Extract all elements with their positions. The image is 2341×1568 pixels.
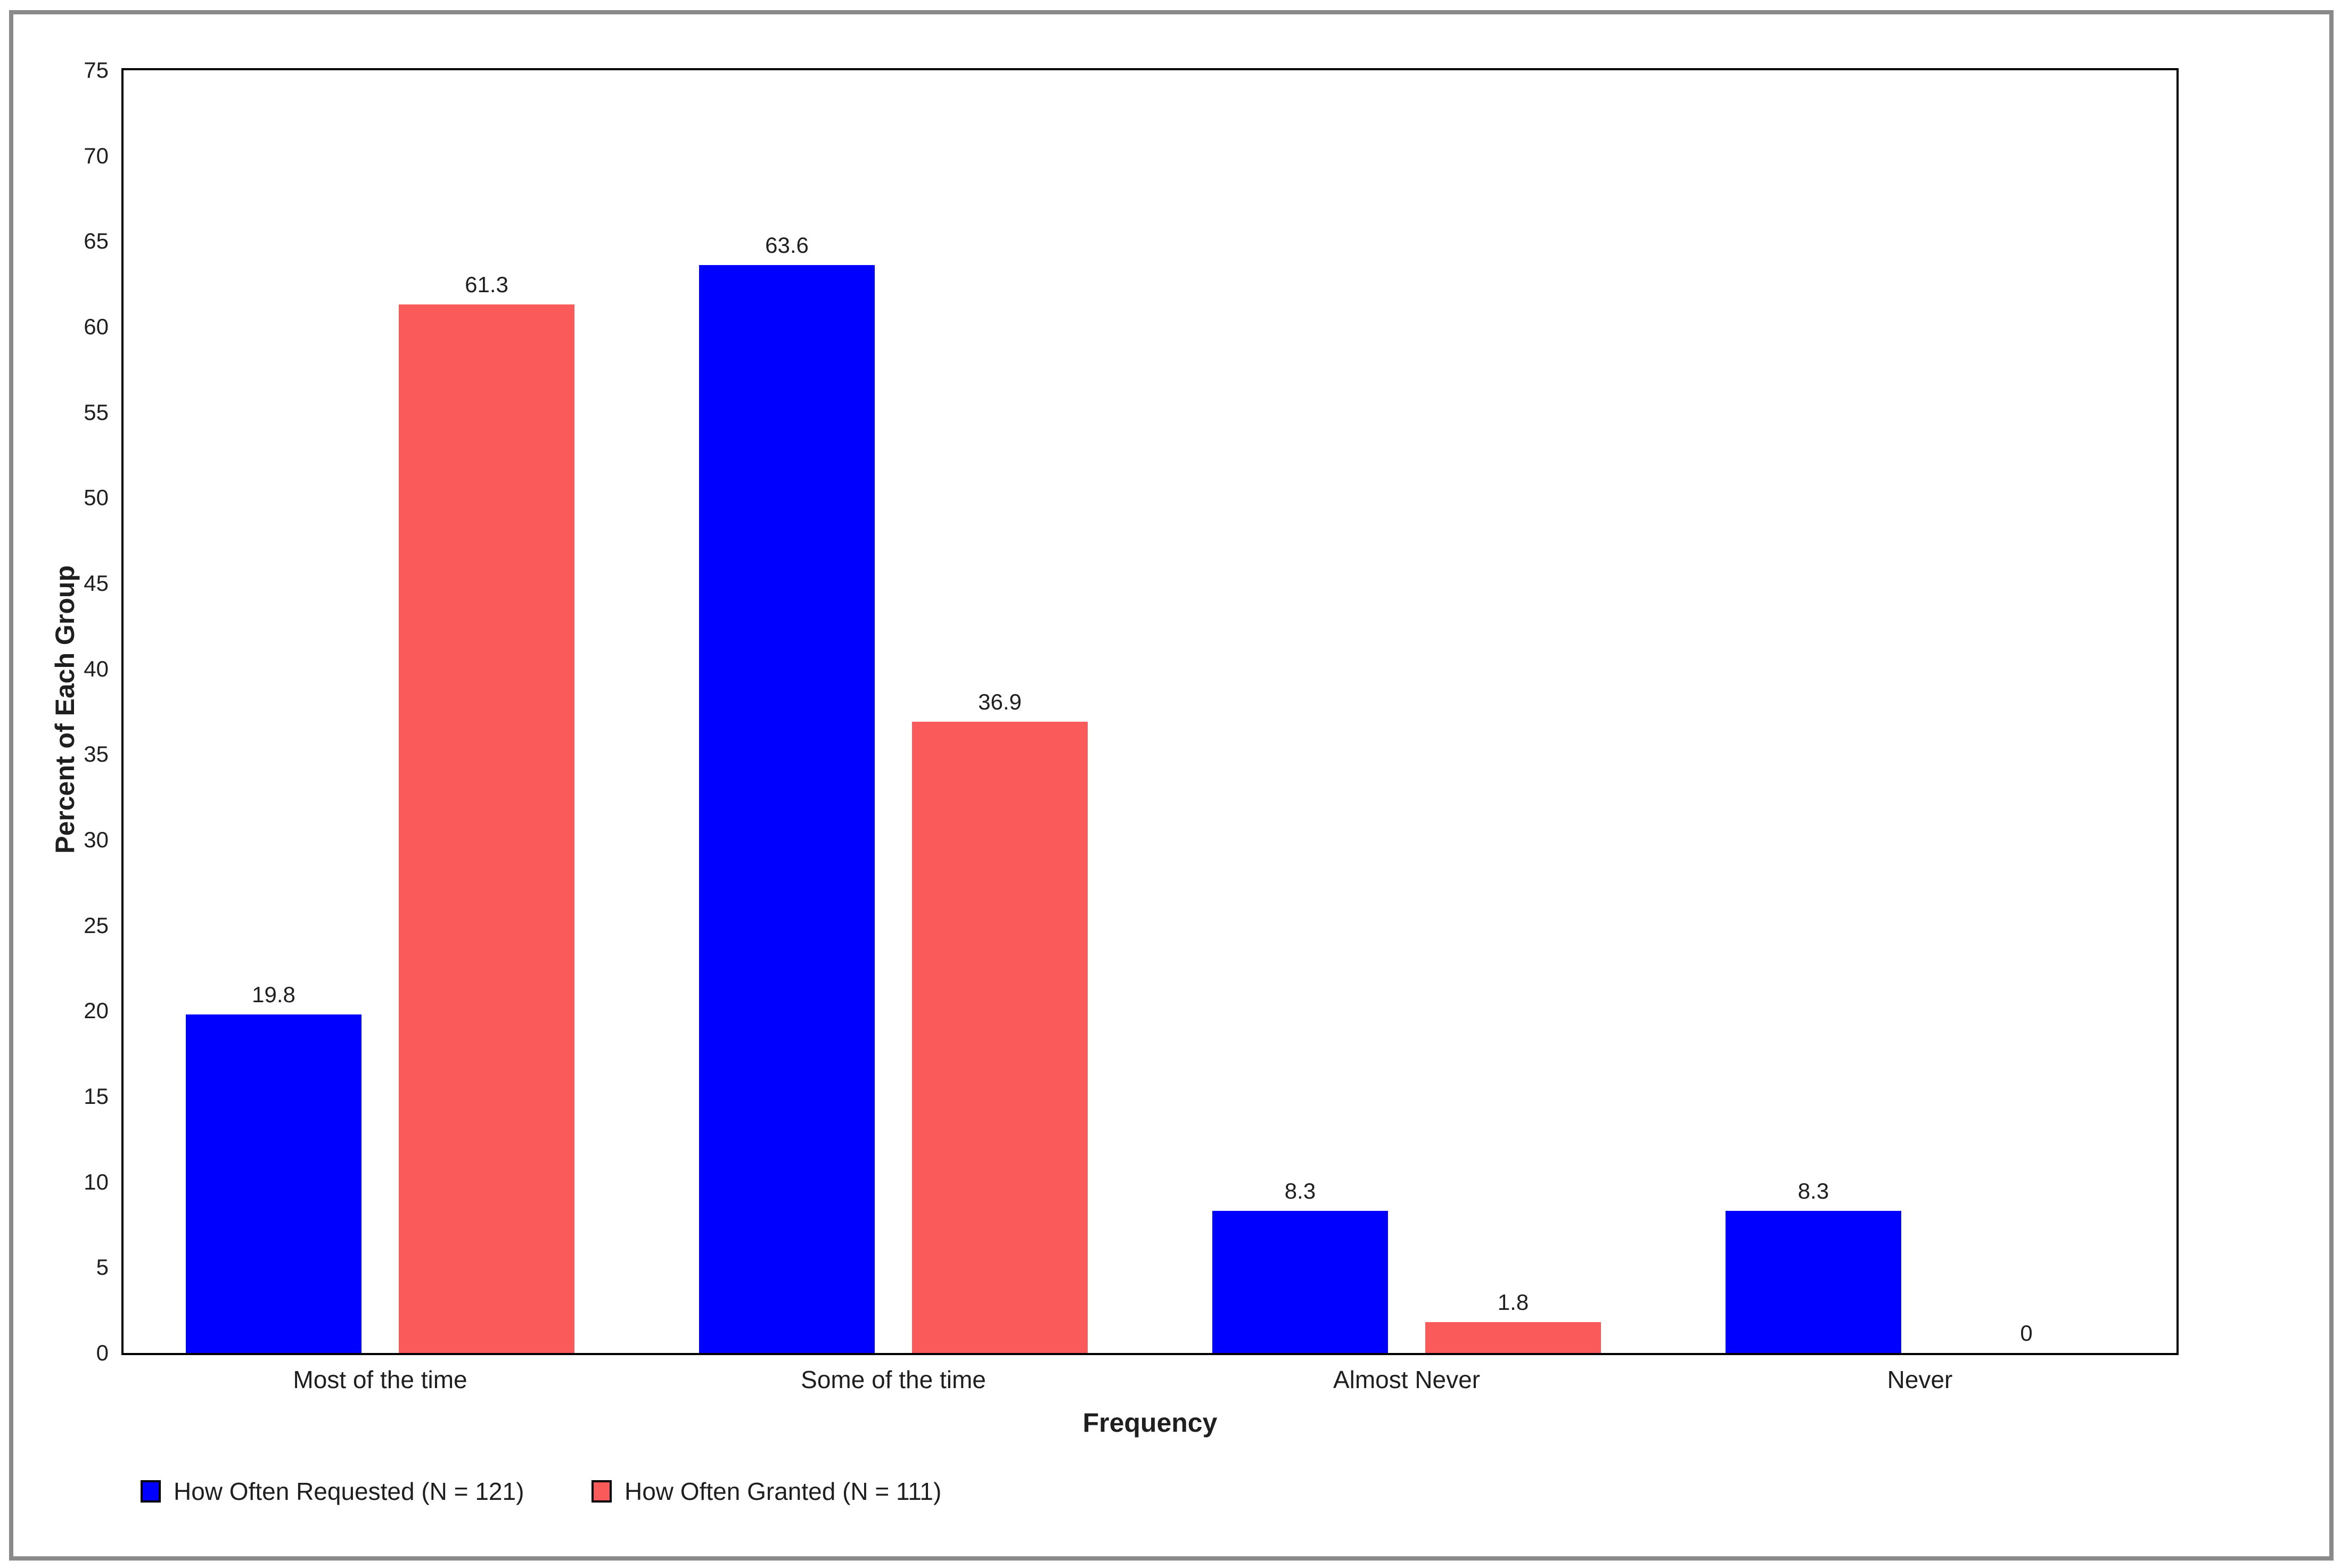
bar-value-label: 61.3 [465, 272, 508, 298]
bar-series1-group2 [699, 265, 875, 1353]
bar-value-label: 8.3 [1284, 1178, 1316, 1204]
bar-value-label: 19.8 [252, 981, 295, 1007]
y-tick-label: 15 [84, 1084, 109, 1109]
bar-series1-group4 [1726, 1211, 1901, 1353]
bar-value-label: 0 [2020, 1321, 2033, 1346]
x-axis-title: Frequency [1082, 1408, 1218, 1438]
y-tick-label: 45 [84, 571, 109, 596]
bar-series2-group2 [912, 722, 1088, 1353]
y-tick-label: 40 [84, 656, 109, 681]
y-tick-label: 50 [84, 485, 109, 510]
y-tick-label: 35 [84, 741, 109, 767]
bar-series1-group1 [186, 1014, 362, 1353]
bar-value-label: 1.8 [1497, 1290, 1529, 1315]
x-category-label: Most of the time [293, 1366, 467, 1393]
legend-label: How Often Requested (N = 121) [174, 1478, 524, 1505]
bar-value-label: 36.9 [978, 689, 1022, 715]
legend-item-series1: How Often Requested (N = 121) [141, 1478, 524, 1505]
x-category-label: Never [1887, 1366, 1953, 1393]
bar-value-label: 63.6 [765, 233, 809, 258]
x-category-label: Almost Never [1333, 1366, 1481, 1393]
legend-swatch [141, 1480, 161, 1503]
y-tick-label: 5 [96, 1255, 109, 1280]
legend-swatch [592, 1480, 612, 1503]
legend-label: How Often Granted (N = 111) [625, 1478, 942, 1505]
y-tick-label: 75 [84, 57, 109, 82]
bar-series2-group3 [1425, 1322, 1601, 1353]
y-tick-label: 30 [84, 827, 109, 852]
y-tick-label: 60 [84, 314, 109, 339]
y-tick-label: 70 [84, 143, 109, 168]
y-tick-label: 25 [84, 912, 109, 938]
legend-item-series2: How Often Granted (N = 111) [592, 1478, 941, 1505]
x-category-label: Some of the time [801, 1366, 986, 1393]
bar-series2-group1 [399, 304, 574, 1353]
bar-series1-group3 [1212, 1211, 1388, 1353]
bar-value-label: 8.3 [1797, 1178, 1829, 1204]
y-tick-label: 20 [84, 998, 109, 1024]
plot-area: 19.8 61.3 63.6 36.9 8.3 1.8 8.3 0 [121, 68, 2179, 1355]
y-tick-label: 65 [84, 228, 109, 254]
y-tick-label: 55 [84, 399, 109, 425]
y-axis-title: Percent of Each Group [50, 565, 80, 854]
y-tick-label: 10 [84, 1169, 109, 1194]
y-tick-label: 0 [96, 1340, 109, 1365]
